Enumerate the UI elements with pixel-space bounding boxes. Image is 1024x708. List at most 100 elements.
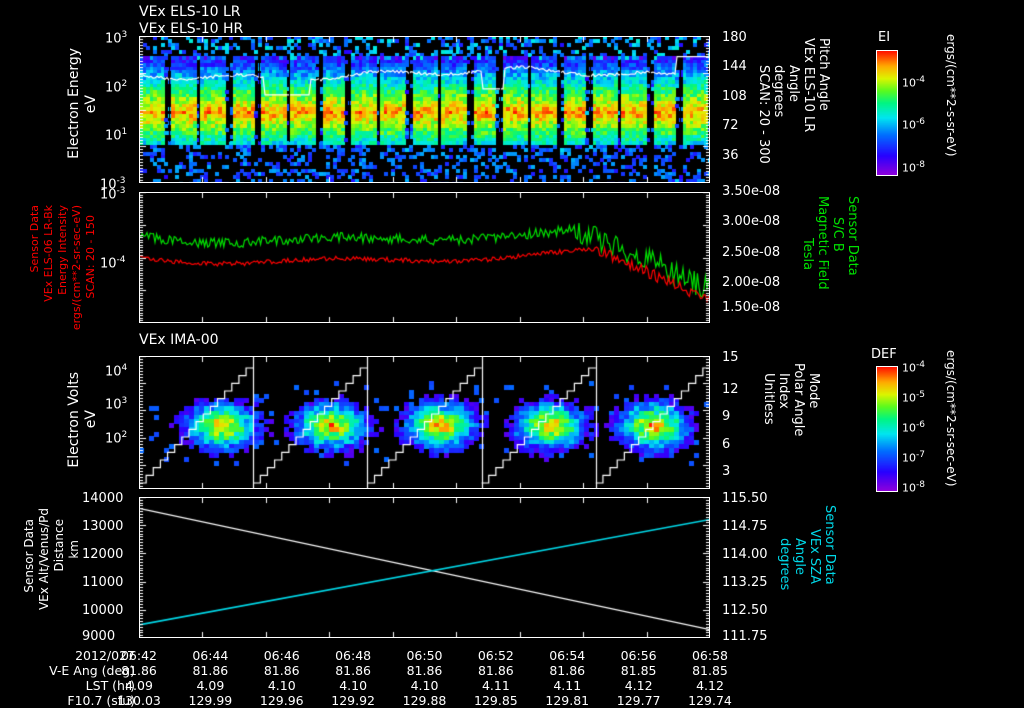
panel1-ytick-3: 10-3 — [100, 176, 126, 193]
panel3-rtick-2: 9 — [722, 409, 731, 424]
panel2-ylabel-2: VEx ELS-06 LR-Bk — [42, 205, 55, 302]
colorbar1-tick-1: 10-6 — [902, 117, 925, 132]
panel4-rtick-1: 114.75 — [722, 519, 768, 534]
colorbar3-units: ergs/(cm**2-sr-sec-eV) — [944, 350, 958, 487]
table-cell: 4.10 — [267, 678, 296, 693]
panel3-ylabel-2: eV — [83, 410, 99, 429]
panel-altitude-sza — [139, 497, 710, 638]
colorbar3-tick-4: 10-8 — [902, 480, 925, 495]
colorbar3-tick-3: 10-7 — [902, 450, 925, 465]
panel1-rtick-3: 72 — [722, 118, 739, 133]
panel1-ylabel-1: Electron Energy — [66, 48, 82, 159]
table-cell: 4.09 — [125, 678, 153, 693]
table-cell: 129.74 — [688, 693, 732, 708]
colorbar3-gradient — [876, 366, 898, 492]
table-cell: 81.86 — [335, 663, 372, 678]
table-cell: 4.10 — [339, 678, 368, 693]
panel3-ylabel-1: Electron Volts — [66, 372, 82, 468]
table-cell: 4.12 — [624, 678, 653, 693]
panel2-ylabel-3: Energy Intensity — [56, 205, 69, 295]
panel1-rtick-1: 144 — [722, 59, 747, 74]
panel2-ylabel-4: ergs/(cm**2-sr-sec-eV) — [70, 205, 83, 331]
panel4-rtick-0: 115.50 — [722, 491, 768, 506]
colorbar3-tick-0: 10-4 — [902, 360, 925, 375]
panel1-rlabel-4: degrees — [771, 65, 786, 118]
panel4-rtick-5: 111.75 — [722, 629, 768, 644]
panel1-title-1: VEx ELS-10 LR — [139, 4, 241, 20]
panel1-rtick-4: 36 — [722, 148, 739, 163]
colorbar1-tick-0: 10-4 — [902, 75, 925, 90]
table-cell: 81.86 — [477, 663, 514, 678]
table-cell: 129.92 — [331, 693, 375, 708]
table-cell: 4.10 — [410, 678, 439, 693]
table-cell: 129.88 — [402, 693, 447, 708]
panel1-ytick-2: 101 — [105, 127, 128, 144]
els-spectrogram-canvas — [139, 36, 710, 183]
table-cell: 06:42 — [120, 648, 158, 663]
panel1-rtick-2: 108 — [722, 89, 747, 104]
panel-energy-bfield — [139, 192, 710, 323]
colorbar1-title: EI — [878, 30, 891, 45]
panel4-rlabel-1: Sensor Data — [822, 505, 837, 585]
table-cell: 4.11 — [481, 678, 510, 693]
panel4-ylabel-2: VEx Alt/Venus/Pd — [37, 508, 51, 611]
panel4-ltick-3: 11000 — [82, 575, 124, 590]
panel2-rlabel-4: Tesla — [800, 238, 815, 271]
table-cell: 129.77 — [616, 693, 661, 708]
table-cell: 06:54 — [549, 648, 586, 663]
panel4-ltick-0: 14000 — [82, 491, 124, 506]
table-row-label-0: 2012/027 — [75, 648, 135, 663]
table-cell: 06:52 — [477, 648, 514, 663]
panel-ima-spectrogram — [139, 356, 710, 489]
panel4-rtick-2: 114.00 — [722, 547, 768, 562]
table-cell: 06:58 — [691, 648, 729, 663]
panel4-ltick-5: 9000 — [82, 629, 116, 644]
panel2-rtick-0: 3.50e-08 — [722, 184, 781, 199]
table-cell: 06:48 — [335, 648, 372, 663]
colorbar1-gradient — [876, 50, 898, 176]
panel3-rtick-4: 3 — [722, 464, 731, 479]
panel2-rlabel-1: Sensor Data — [845, 196, 860, 276]
table-cell: 81.85 — [692, 663, 728, 678]
panel3-rtick-1: 12 — [722, 382, 739, 397]
table-cell: 06:46 — [263, 648, 300, 663]
panel2-rtick-1: 3.00e-08 — [722, 214, 781, 229]
energy-bfield-canvas — [139, 192, 710, 323]
panel2-ytick-0: 10-3 — [100, 186, 126, 203]
panel2-rtick-4: 1.50e-08 — [722, 300, 781, 315]
table-cell: 129.81 — [545, 693, 590, 708]
table-cell: 81.86 — [192, 663, 229, 678]
panel3-rtick-0: 15 — [722, 350, 739, 365]
panel4-ltick-2: 12000 — [82, 547, 124, 562]
panel4-rtick-4: 112.50 — [722, 603, 768, 618]
colorbar3-tick-2: 10-6 — [902, 420, 925, 435]
panel4-rlabel-3: Angle — [792, 538, 807, 575]
panel4-rlabel-4: degrees — [777, 538, 792, 591]
table-cell: 4.11 — [553, 678, 582, 693]
panel1-ylabel-2: eV — [83, 95, 99, 114]
panel3-rlabel-2: Polar Angle — [791, 363, 806, 437]
panel3-ytick-1: 103 — [105, 396, 128, 413]
panel3-rlabel-1: Mode — [806, 373, 821, 409]
colorbar1-tick-2: 10-8 — [902, 160, 925, 175]
table-cell: 4.09 — [196, 678, 225, 693]
table-cell: 129.85 — [474, 693, 518, 708]
panel2-ytick-1: 10-4 — [100, 255, 126, 272]
panel4-ltick-4: 10000 — [82, 603, 124, 618]
table-cell: 81.86 — [263, 663, 300, 678]
panel1-rlabel-2: VEx ELS-10 LR — [801, 38, 816, 133]
panel4-ltick-1: 13000 — [82, 519, 124, 534]
table-cell: 129.99 — [188, 693, 233, 708]
table-cell: 81.86 — [406, 663, 443, 678]
panel3-ytick-0: 104 — [105, 363, 128, 380]
panel3-rlabel-4: Unitless — [761, 373, 776, 425]
panel1-rlabel-1: Pitch Angle — [816, 38, 831, 111]
colorbar3-title: DEF — [871, 347, 897, 362]
panel2-rtick-2: 2.50e-08 — [722, 245, 781, 260]
panel4-ylabel-4: km — [67, 540, 81, 559]
panel-els-spectrogram — [139, 36, 710, 183]
table-cell: 4.12 — [696, 678, 724, 693]
table-cell: 129.96 — [259, 693, 304, 708]
panel1-title-2: VEx ELS-10 HR — [139, 21, 244, 37]
panel1-rlabel-3: Angle — [786, 65, 801, 102]
